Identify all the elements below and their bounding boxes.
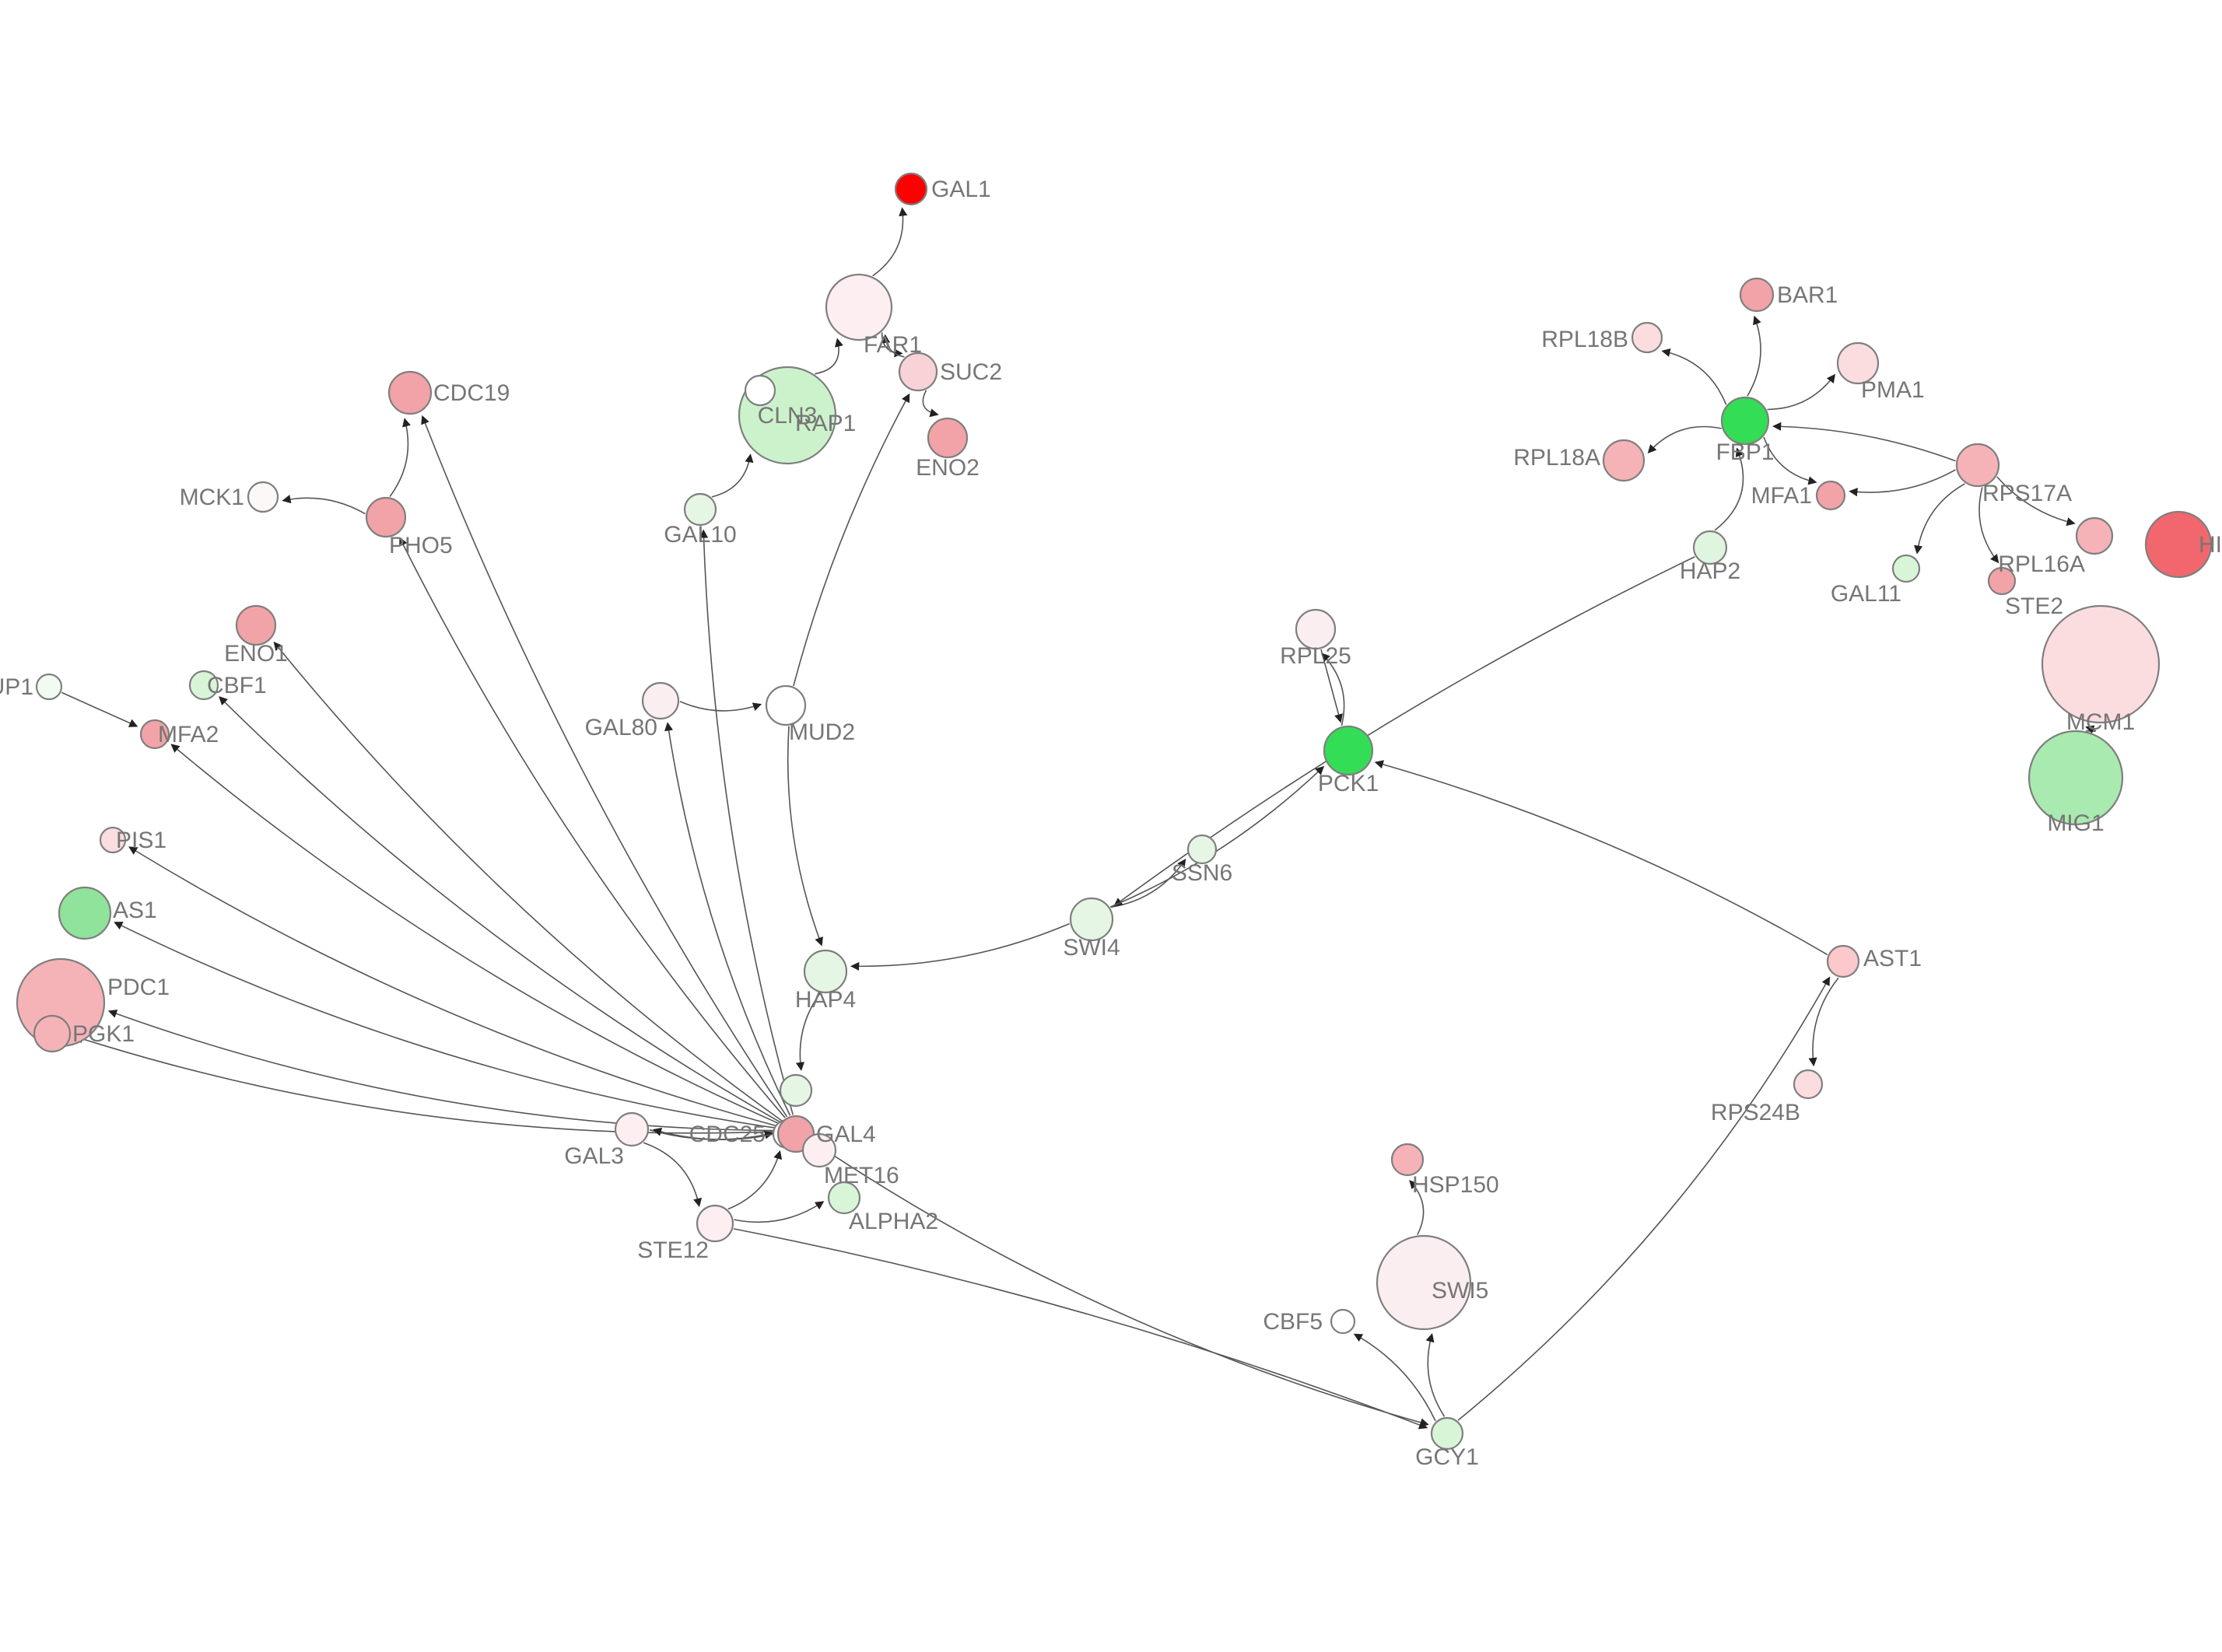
svg-text:STE2: STE2 <box>2005 593 2063 619</box>
svg-text:PIS1: PIS1 <box>116 828 166 853</box>
svg-text:AS1: AS1 <box>113 898 157 923</box>
svg-text:PCK1: PCK1 <box>1318 771 1379 796</box>
svg-text:ENO2: ENO2 <box>916 455 980 481</box>
svg-text:SSN6: SSN6 <box>1172 860 1232 886</box>
svg-text:PGK1: PGK1 <box>72 1021 135 1047</box>
svg-text:AST1: AST1 <box>1863 946 1922 971</box>
svg-text:RPL16A: RPL16A <box>1998 551 2085 577</box>
svg-text:HAP2: HAP2 <box>1680 558 1740 584</box>
svg-text:GAL4: GAL4 <box>816 1122 876 1147</box>
svg-text:ENO1: ENO1 <box>224 641 288 667</box>
svg-text:GCY1: GCY1 <box>1415 1444 1479 1470</box>
svg-text:CDC19: CDC19 <box>433 380 510 406</box>
svg-text:STE12: STE12 <box>637 1237 709 1263</box>
svg-text:RPL25: RPL25 <box>1280 643 1351 669</box>
svg-text:MCK1: MCK1 <box>180 485 244 510</box>
svg-text:PDC1: PDC1 <box>107 975 170 1000</box>
svg-text:GAL10: GAL10 <box>664 522 736 548</box>
svg-text:TUP1: TUP1 <box>0 674 33 700</box>
svg-text:GAL80: GAL80 <box>585 715 657 740</box>
svg-text:SWI5: SWI5 <box>1432 1278 1488 1304</box>
svg-text:FBP1: FBP1 <box>1716 439 1774 465</box>
svg-text:MUD2: MUD2 <box>789 719 855 745</box>
svg-text:GAL1: GAL1 <box>931 177 991 202</box>
svg-text:RPS17A: RPS17A <box>1982 481 2072 506</box>
svg-text:CBF5: CBF5 <box>1263 1309 1323 1335</box>
svg-text:MFA2: MFA2 <box>158 722 219 747</box>
svg-text:GAL11: GAL11 <box>1831 581 1901 607</box>
svg-text:BAR1: BAR1 <box>1777 282 1838 308</box>
svg-text:MFA1: MFA1 <box>1751 483 1812 509</box>
svg-text:HIS4: HIS4 <box>2199 532 2222 558</box>
svg-text:GAL3: GAL3 <box>564 1143 624 1169</box>
svg-text:MCM1: MCM1 <box>2066 709 2135 735</box>
svg-text:PMA1: PMA1 <box>1861 377 1925 403</box>
svg-text:RPL18A: RPL18A <box>1513 445 1600 471</box>
svg-text:RPS24B: RPS24B <box>1711 1100 1800 1125</box>
svg-text:ALPHA2: ALPHA2 <box>849 1209 938 1234</box>
svg-text:PHO5: PHO5 <box>389 533 453 558</box>
svg-text:SWI4: SWI4 <box>1063 935 1120 961</box>
svg-text:MIG1: MIG1 <box>2047 810 2104 836</box>
svg-text:CBF1: CBF1 <box>207 673 267 698</box>
svg-text:MET16: MET16 <box>824 1163 899 1188</box>
svg-text:HAP4: HAP4 <box>795 987 856 1013</box>
svg-text:RPL18B: RPL18B <box>1541 327 1628 352</box>
svg-text:HSP150: HSP150 <box>1412 1172 1499 1198</box>
svg-text:CDC25: CDC25 <box>689 1122 766 1147</box>
svg-text:SUC2: SUC2 <box>940 359 1002 385</box>
svg-text:FAR1: FAR1 <box>864 332 922 358</box>
svg-text:RAP1: RAP1 <box>795 411 856 436</box>
